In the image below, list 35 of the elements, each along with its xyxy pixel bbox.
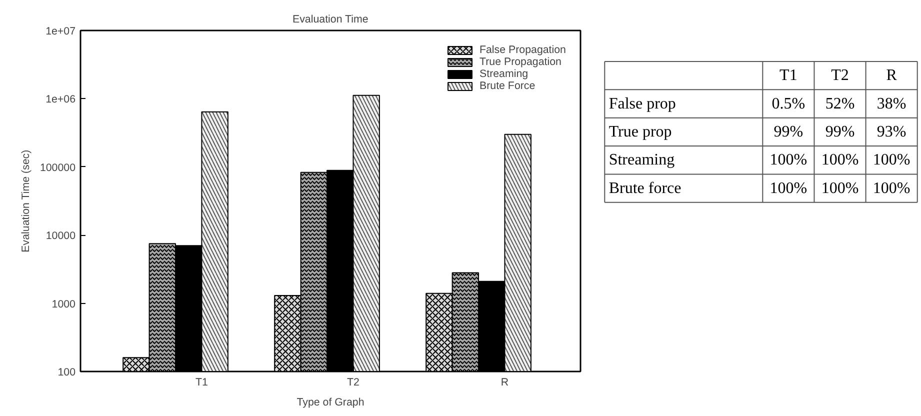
- category-label: R: [886, 67, 898, 84]
- category-label: Streaming: [608, 152, 675, 169]
- legend-label: True Propagation: [480, 56, 562, 68]
- x-axis-title: Type of Graph: [296, 396, 364, 408]
- text: 38%: [876, 95, 906, 112]
- y-tick-label: 1000: [52, 298, 76, 310]
- text: 100%: [821, 152, 859, 169]
- category-label: T1: [780, 67, 798, 84]
- category-label: Brute force: [608, 180, 682, 197]
- legend-label: Brute Force: [480, 80, 536, 92]
- text: 100%: [872, 152, 910, 169]
- text: 93%: [876, 123, 906, 140]
- y-tick-label: 1e+07: [46, 26, 76, 38]
- y-tick-label: 1e+06: [46, 94, 76, 106]
- y-axis-title: Evaluation Time (sec): [20, 150, 32, 252]
- text: 100%: [770, 152, 808, 169]
- text: 100%: [770, 180, 808, 197]
- x-tick-label: T2: [347, 376, 360, 388]
- category-label: T2: [831, 67, 849, 84]
- y-tick-label: 100000: [40, 162, 76, 174]
- x-tick-label: R: [500, 376, 509, 388]
- legend-label: Streaming: [480, 68, 528, 80]
- x-tick-label: T1: [195, 376, 208, 388]
- text: 100%: [872, 180, 910, 197]
- text: 99%: [774, 123, 804, 140]
- chart-title: Evaluation Time: [292, 14, 368, 26]
- text: 100%: [821, 180, 859, 197]
- text: 0.5%: [772, 95, 806, 112]
- y-tick-label: 100: [58, 366, 76, 378]
- category-label: True prop: [608, 123, 672, 140]
- text: 99%: [825, 123, 855, 140]
- category-label: False prop: [608, 95, 676, 112]
- legend-label: False Propagation: [480, 44, 566, 56]
- y-tick-label: 10000: [46, 230, 76, 242]
- text: 52%: [825, 95, 855, 112]
